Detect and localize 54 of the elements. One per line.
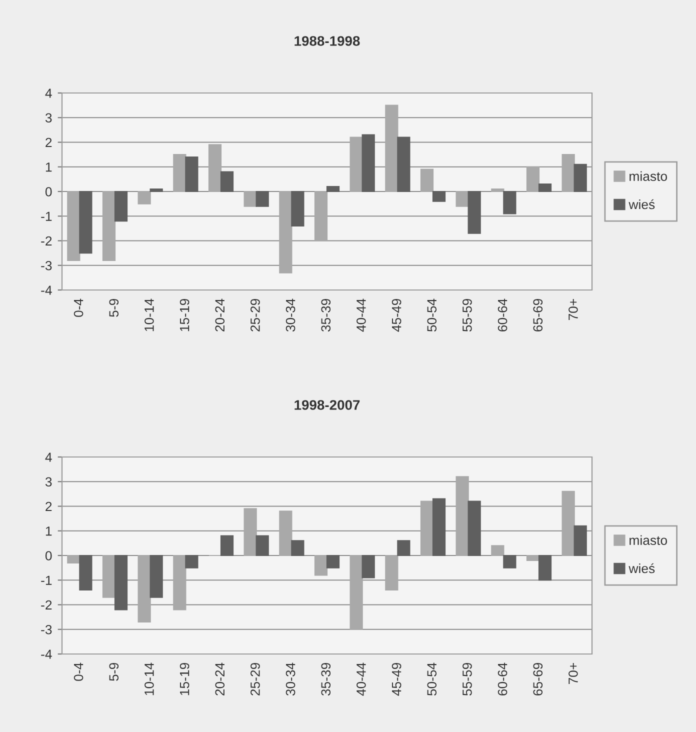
x-tick-label: 10-14 — [144, 298, 154, 332]
x-tick-label: 50-54 — [427, 662, 437, 696]
y-tick-label: -1 — [41, 576, 52, 585]
x-tick-label: 50-54 — [427, 298, 437, 332]
x-tick-label: 5-9 — [109, 298, 119, 317]
x-tick-label: 70+ — [568, 298, 578, 320]
y-tick-label: -3 — [41, 260, 52, 270]
legend-label: miasto — [630, 535, 668, 545]
y-tick-label: 3 — [45, 477, 52, 487]
x-tick-label: 5-9 — [109, 662, 119, 681]
x-tick-label: 35-39 — [321, 662, 331, 696]
x-tick-label: 0-4 — [74, 662, 84, 681]
y-tick-label: 2 — [46, 502, 52, 512]
x-tick-label: 70+ — [568, 662, 578, 684]
x-tick-label: 0-4 — [74, 298, 84, 317]
y-tick-label: 2 — [46, 138, 52, 148]
legend-label: wieś — [628, 563, 655, 574]
y-tick-label: -2 — [41, 600, 52, 610]
x-tick-label: 55-59 — [462, 298, 472, 332]
x-tick-label: 40-44 — [356, 298, 366, 332]
legend-label: miasto — [630, 171, 668, 181]
x-tick-label: 65-69 — [533, 662, 543, 696]
chart-title: 1988-1998 — [294, 36, 360, 46]
y-tick-label: -2 — [41, 236, 52, 246]
x-tick-label: 40-44 — [356, 662, 366, 696]
x-tick-label: 45-49 — [392, 298, 402, 332]
x-tick-label: 30-34 — [286, 298, 296, 332]
y-tick-label: -4 — [41, 650, 52, 659]
y-tick-label: 3 — [45, 113, 52, 123]
y-tick-label: 4 — [45, 452, 52, 462]
legend-label: wieś — [628, 199, 655, 210]
x-tick-label: 10-14 — [144, 662, 154, 696]
x-tick-label: 25-29 — [250, 662, 260, 696]
x-tick-label: 20-24 — [215, 662, 225, 696]
x-tick-label: 35-39 — [321, 298, 331, 332]
y-tick-label: 0 — [45, 551, 52, 560]
y-tick-label: 0 — [45, 187, 52, 196]
x-tick-label: 60-64 — [498, 662, 508, 696]
x-tick-label: 25-29 — [250, 298, 260, 332]
y-tick-label: -4 — [41, 286, 52, 295]
y-tick-label: -1 — [41, 212, 52, 221]
x-tick-label: 15-19 — [180, 662, 190, 696]
y-tick-label: 1 — [46, 526, 52, 536]
x-tick-label: 30-34 — [286, 662, 296, 696]
y-tick-label: -3 — [41, 624, 52, 634]
y-tick-label: 1 — [46, 162, 52, 172]
x-tick-label: 45-49 — [392, 662, 402, 696]
x-tick-label: 60-64 — [498, 298, 508, 332]
chart-title: 1998-2007 — [294, 400, 360, 410]
x-tick-label: 55-59 — [462, 662, 472, 696]
x-tick-label: 15-19 — [180, 298, 190, 332]
x-tick-label: 20-24 — [215, 298, 225, 332]
y-tick-label: 4 — [45, 88, 52, 98]
x-tick-label: 65-69 — [533, 298, 543, 332]
